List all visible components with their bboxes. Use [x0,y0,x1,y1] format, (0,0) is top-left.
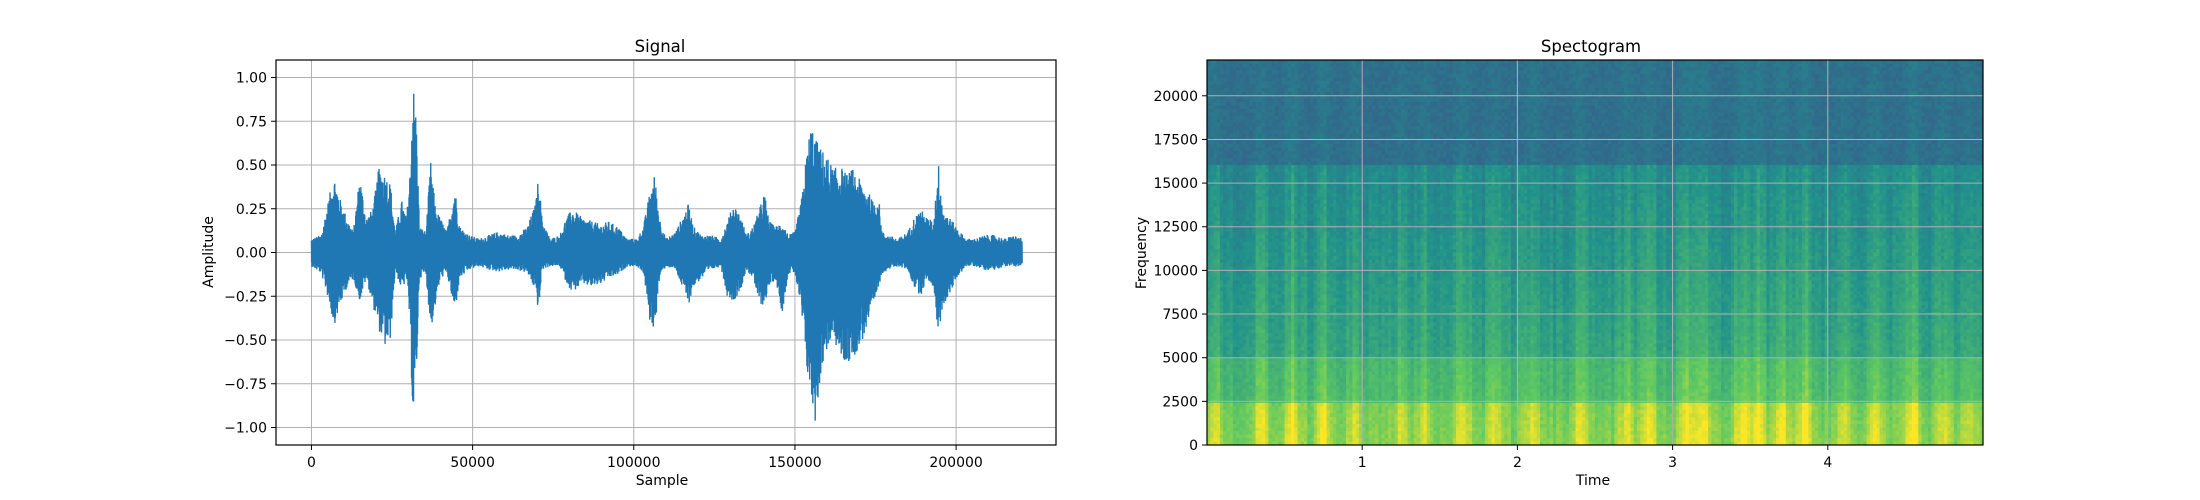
signal-series-line [311,94,1022,421]
plot-area [311,94,1022,421]
y-tick-label: −1.00 [224,421,267,437]
y-tick-label: 1.00 [236,71,267,87]
y-tick-label: 0.00 [236,246,267,262]
y-tick-label: 0.50 [236,158,267,174]
x-tick-label: 0 [307,455,316,471]
x-tick-label: 50000 [450,455,495,471]
signal-chart: Signal 0 50000 100000 150000 200000 −1.00 −0.… [201,37,1056,489]
y-axis-label: Amplitude [201,216,217,288]
spectrogram-image [1207,60,1984,446]
y-tick-label: −0.50 [224,333,267,349]
y-tick-label: 0.25 [236,202,267,218]
x-tick-label: 200000 [929,455,982,471]
y-axis-ticks: −1.00 −0.75 −0.50 −0.25 0.00 0.25 0.50 0.75 1.00 [224,71,276,437]
x-tick-label: 150000 [768,455,821,471]
y-tick-label: −0.25 [224,289,267,305]
chart-title: Spectogram [1541,37,1641,56]
x-tick-label: 100000 [607,455,660,471]
y-tick-label: −0.75 [224,377,267,393]
x-axis-label: Sample [636,473,689,489]
chart-title: Signal [635,37,686,56]
x-axis-ticks: 0 50000 100000 150000 200000 [307,445,983,471]
y-tick-label: 0.75 [236,114,267,130]
